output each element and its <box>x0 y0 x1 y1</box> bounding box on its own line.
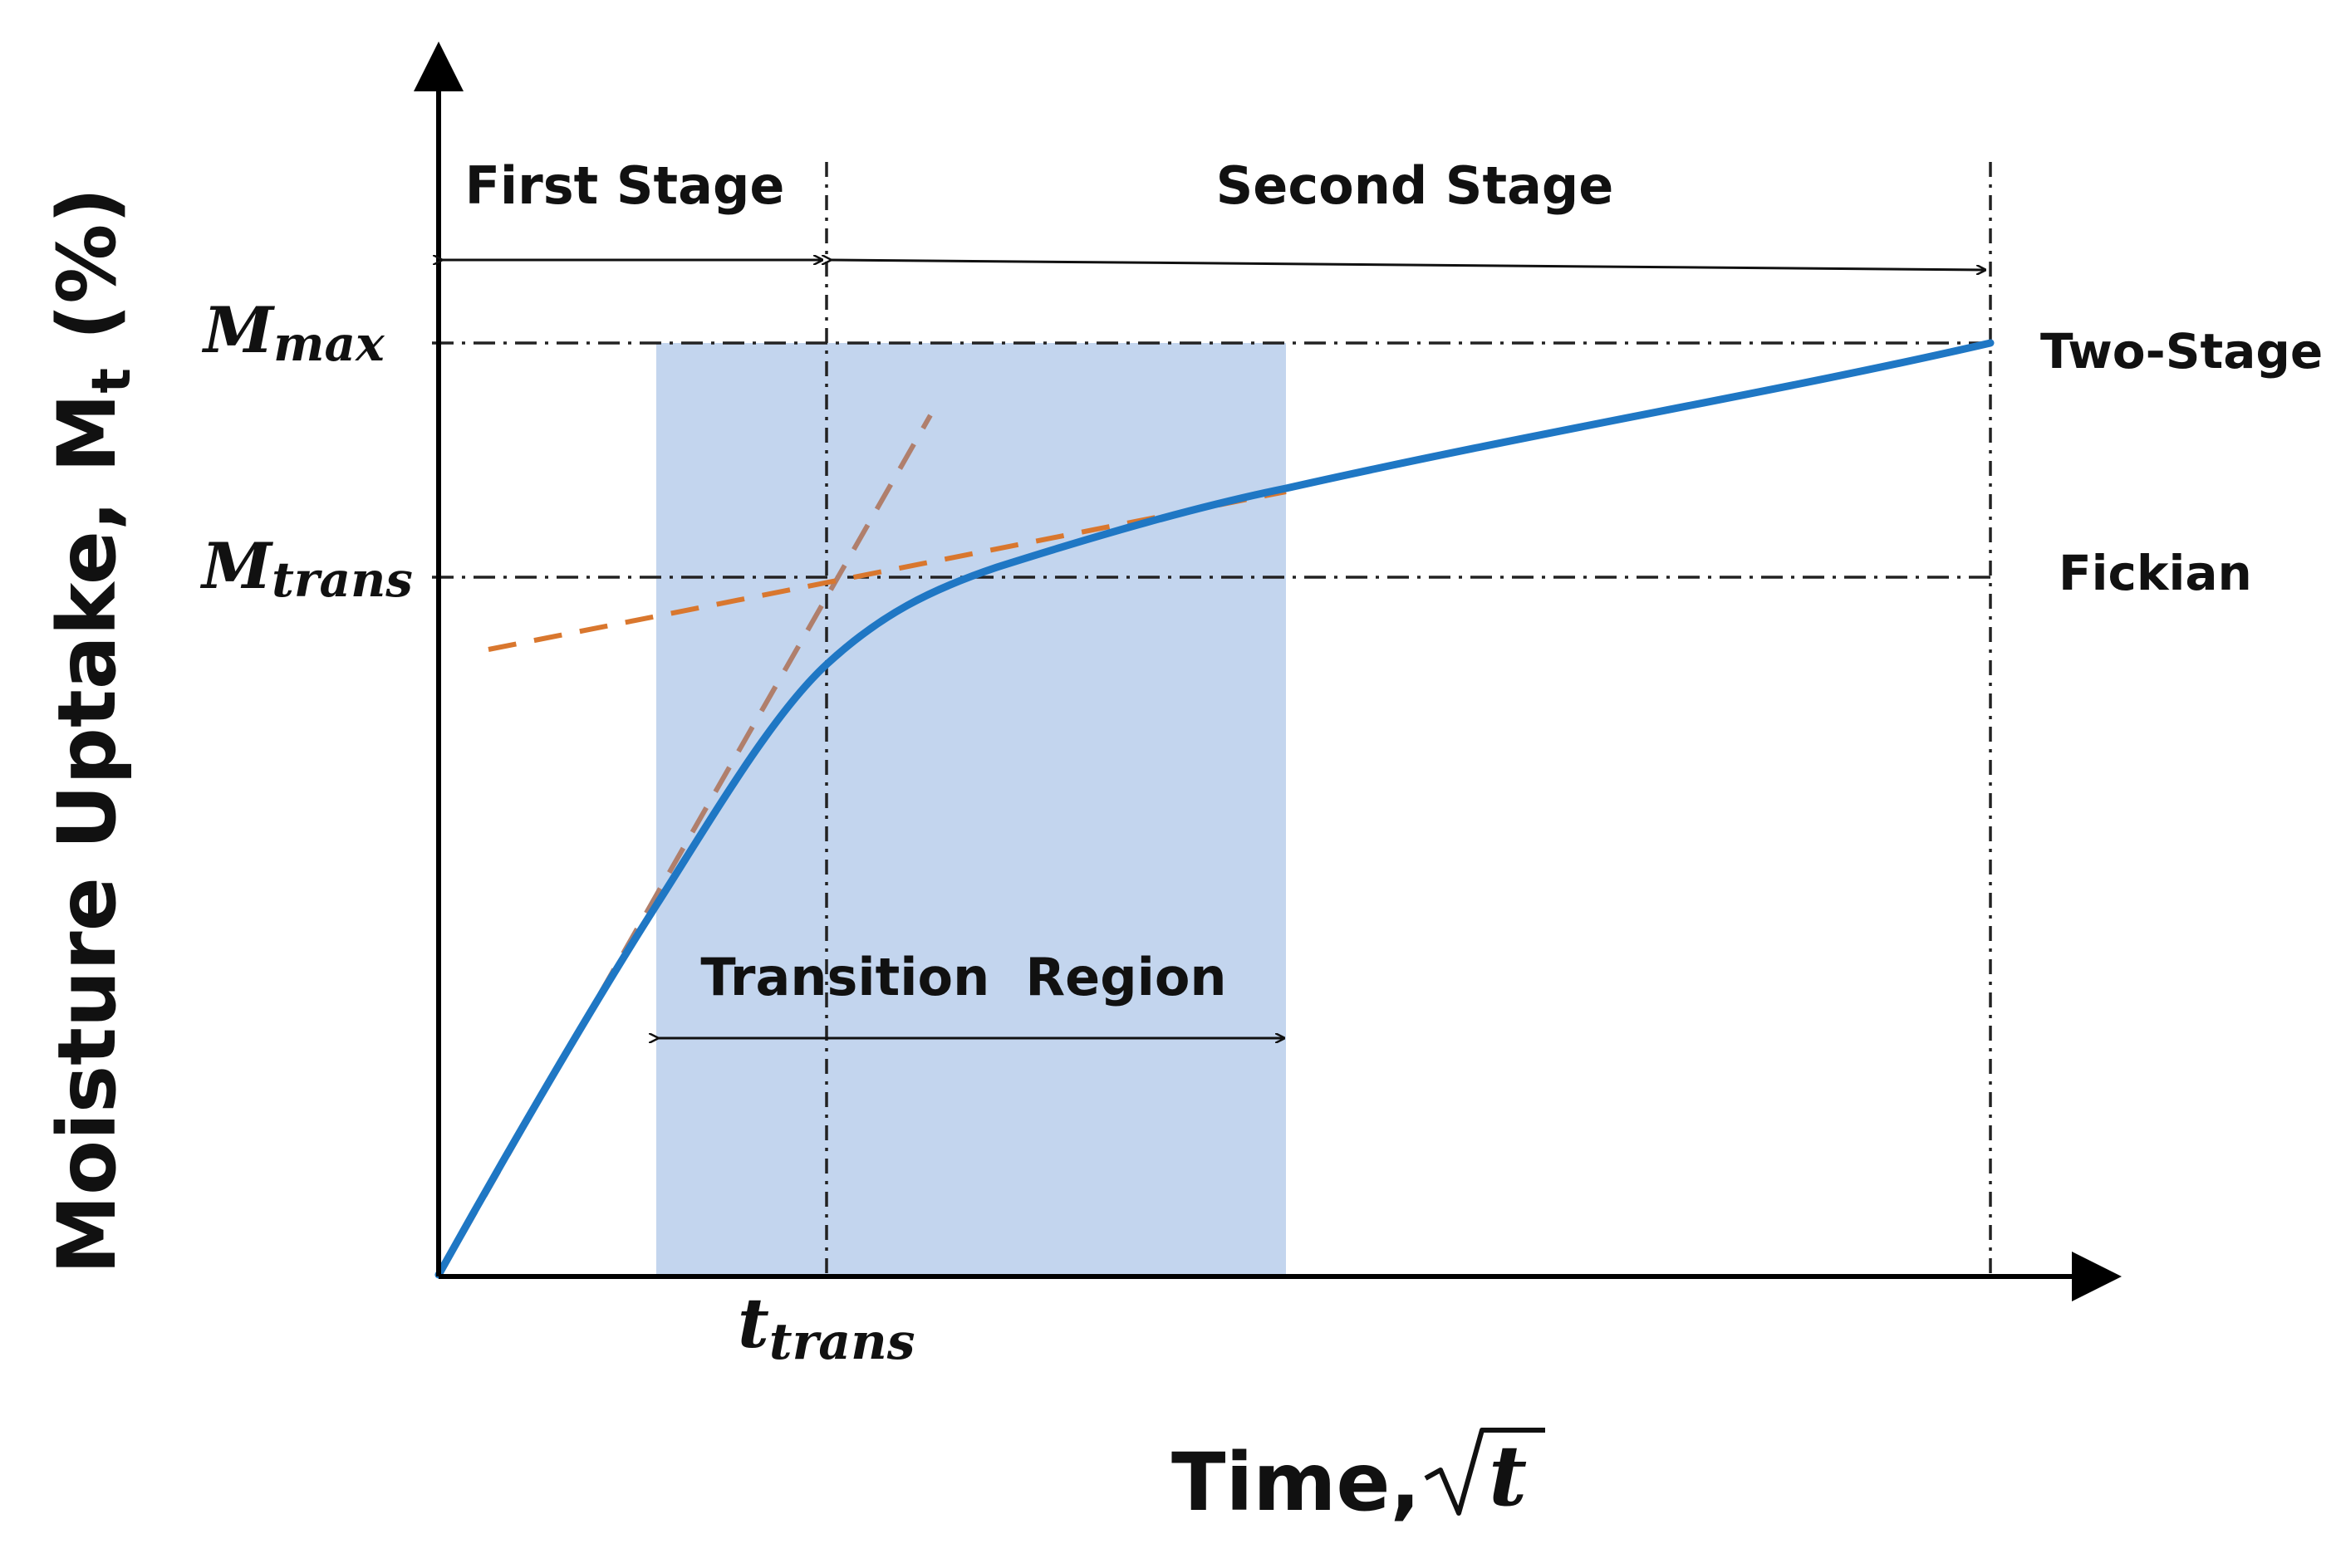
svg-text:Time,: Time, <box>1171 1436 1421 1529</box>
transition-region-label: Transition Region <box>700 947 1226 1007</box>
transition-region-band <box>656 343 1286 1276</box>
m-trans-symbol: Mtrans <box>199 529 413 608</box>
m-max-symbol: Mmax <box>201 293 385 372</box>
y-axis-title: Moisture Uptake, Mt (%) <box>41 188 143 1275</box>
t-trans-symbol: ttrans <box>738 1284 915 1371</box>
second-stage-arrow <box>831 260 1985 270</box>
x-axis-title: Time, t <box>1171 1427 1545 1529</box>
two-stage-uptake-curve <box>434 339 1995 1279</box>
first-stage-label: First Stage <box>465 155 785 216</box>
two-stage-label: Two-Stage <box>2040 323 2323 380</box>
fickian-label: Fickian <box>2059 545 2252 601</box>
svg-text:t: t <box>1489 1427 1527 1525</box>
second-stage-label: Second Stage <box>1216 155 1614 216</box>
sqrt-symbol <box>1424 1428 1545 1516</box>
